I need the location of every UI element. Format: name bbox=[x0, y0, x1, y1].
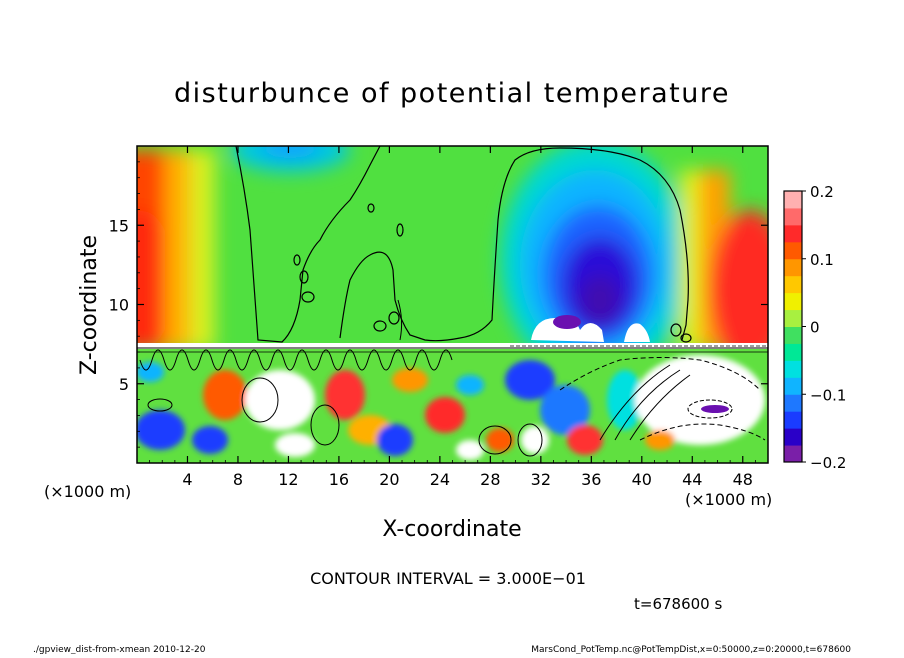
x-axis: 4 8 12 16 20 24 28 32 36 40 44 48 bbox=[149, 146, 756, 489]
colorbar: 0.2 0.1 0 −0.1 −0.2 bbox=[783, 183, 846, 472]
x-unit-left: (×1000 m) bbox=[44, 482, 131, 501]
colorbar-swatch bbox=[784, 241, 802, 260]
x-unit-right: (×1000 m) bbox=[685, 490, 772, 509]
y-tick-label: 5 bbox=[119, 375, 129, 394]
x-tick-label: 8 bbox=[233, 470, 243, 489]
colorbar-swatch bbox=[784, 326, 802, 344]
plot-area bbox=[137, 146, 768, 463]
colorbar-swatch bbox=[784, 258, 802, 277]
colorbar-swatch bbox=[784, 360, 802, 378]
colorbar-tick-label: 0 bbox=[810, 319, 820, 337]
lower-contours bbox=[139, 349, 766, 457]
colorbar-swatch bbox=[784, 394, 802, 412]
colorbar-swatch bbox=[784, 224, 802, 243]
colorbar-swatch bbox=[784, 343, 802, 361]
x-tick-label: 20 bbox=[379, 470, 399, 489]
colorbar-swatch bbox=[784, 309, 802, 327]
colorbar-tick-label: 0.2 bbox=[810, 183, 834, 201]
x-tick-label: 16 bbox=[329, 470, 349, 489]
colorbar-swatch bbox=[784, 377, 802, 395]
y-tick-label: 10 bbox=[109, 296, 129, 315]
colorbar-swatch bbox=[784, 411, 802, 429]
colorbar-swatch bbox=[784, 191, 802, 209]
colorbar-swatch bbox=[784, 292, 802, 311]
contour-lines bbox=[235, 146, 692, 343]
colorbar-tick-label: −0.2 bbox=[810, 454, 846, 472]
x-tick-label: 40 bbox=[632, 470, 652, 489]
x-tick-label: 28 bbox=[480, 470, 500, 489]
x-tick-label: 44 bbox=[682, 470, 702, 489]
lower-field bbox=[137, 343, 768, 463]
colorbar-swatch bbox=[784, 445, 802, 463]
y-axis-label: Z-coordinate bbox=[77, 235, 102, 375]
y-axis: 5 10 15 bbox=[109, 161, 768, 448]
colorbar-swatch bbox=[784, 275, 802, 294]
white-patch bbox=[624, 323, 650, 342]
x-tick-label: 24 bbox=[430, 470, 450, 489]
x-tick-label: 36 bbox=[581, 470, 601, 489]
x-tick-label: 12 bbox=[278, 470, 298, 489]
footer-left: ./gpview_dist-from-xmean 2010-12-20 bbox=[33, 645, 206, 654]
chart-title: disturbunce of potential temperature bbox=[174, 78, 730, 109]
x-tick-label: 4 bbox=[182, 470, 192, 489]
y-tick-label: 15 bbox=[109, 216, 129, 235]
white-patch bbox=[531, 317, 604, 342]
colorbar-swatch bbox=[784, 428, 802, 446]
purple-patch bbox=[553, 315, 581, 329]
colorbar-tick-label: −0.1 bbox=[810, 386, 846, 404]
colorbar-swatch bbox=[784, 207, 802, 226]
colorbar-tick-label: 0.1 bbox=[810, 251, 834, 269]
contour-interval-label: CONTOUR INTERVAL = 3.000E−01 bbox=[310, 569, 586, 588]
time-label: t=678600 s bbox=[634, 595, 722, 613]
x-axis-label: X-coordinate bbox=[382, 517, 521, 542]
footer-right: MarsCond_PotTemp.nc@PotTempDist,x=0:5000… bbox=[531, 645, 851, 654]
x-tick-label: 48 bbox=[733, 470, 753, 489]
x-tick-label: 32 bbox=[531, 470, 551, 489]
